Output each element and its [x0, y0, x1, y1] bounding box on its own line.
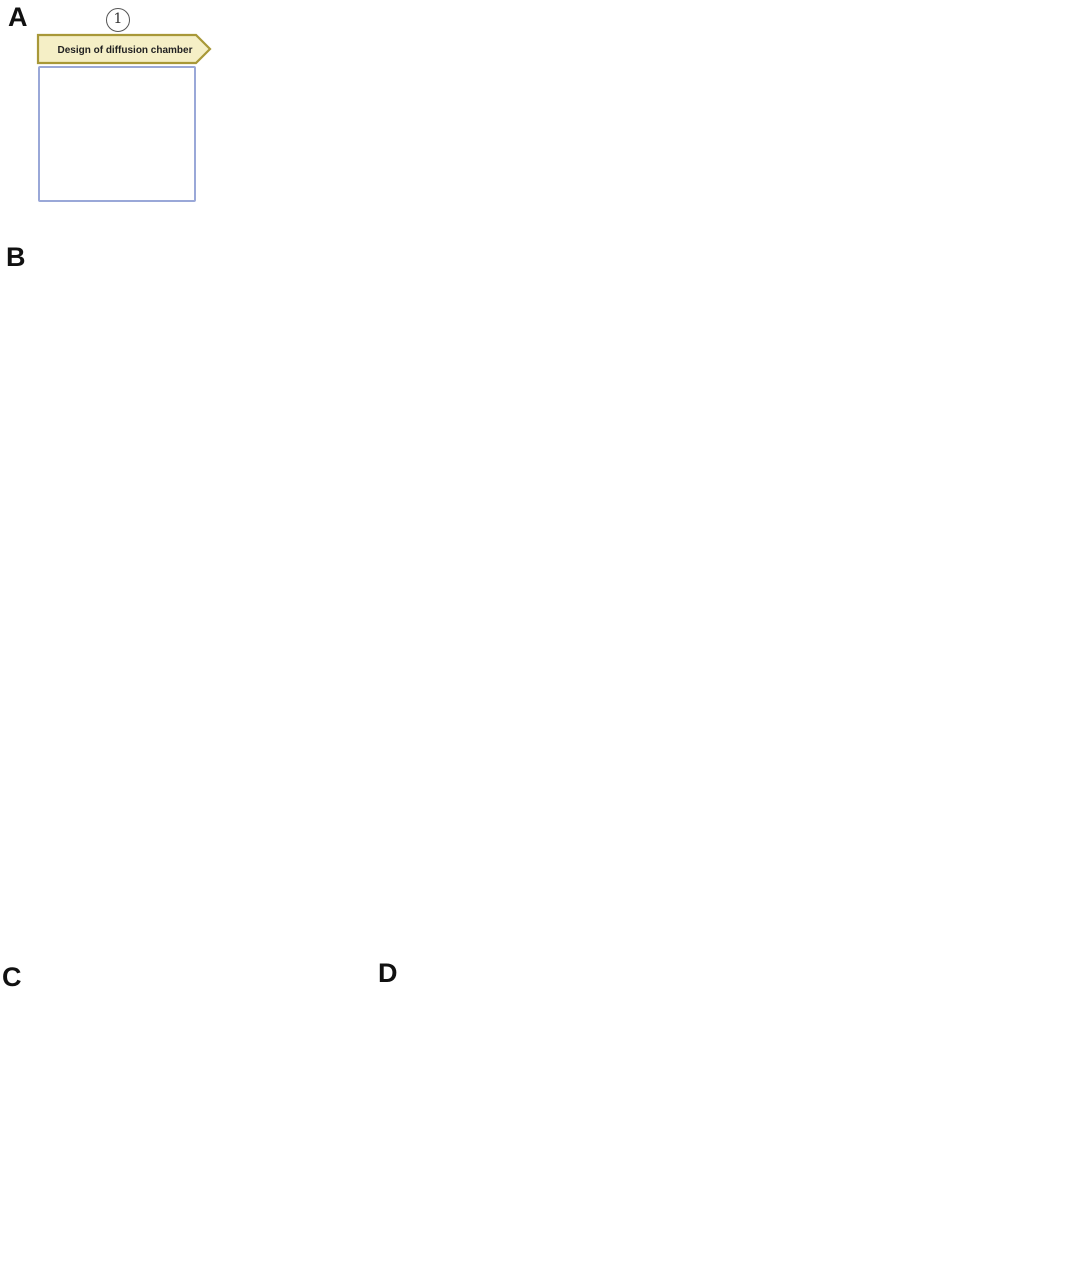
panel-d-label: D	[378, 958, 398, 988]
ribbon-shape	[36, 33, 212, 65]
panel-c-label: C	[2, 962, 22, 992]
mouse-timecourse-chart	[10, 985, 380, 1277]
phylogenetic-tree-svg	[205, 248, 925, 968]
illustration-svg-1	[40, 68, 194, 200]
spf-mice-bar-chart	[722, 985, 1074, 1277]
panel-b-label: B	[6, 242, 26, 272]
gf-mice-bar-chart	[392, 985, 727, 1277]
panel-a-label: A	[8, 2, 28, 32]
step-ribbon-1: Design of diffusion chamber	[36, 33, 212, 65]
step-number-1: 1	[106, 8, 130, 32]
step-illustration-box-1	[38, 66, 196, 202]
step-title: Design of diffusion chamber	[57, 45, 192, 56]
